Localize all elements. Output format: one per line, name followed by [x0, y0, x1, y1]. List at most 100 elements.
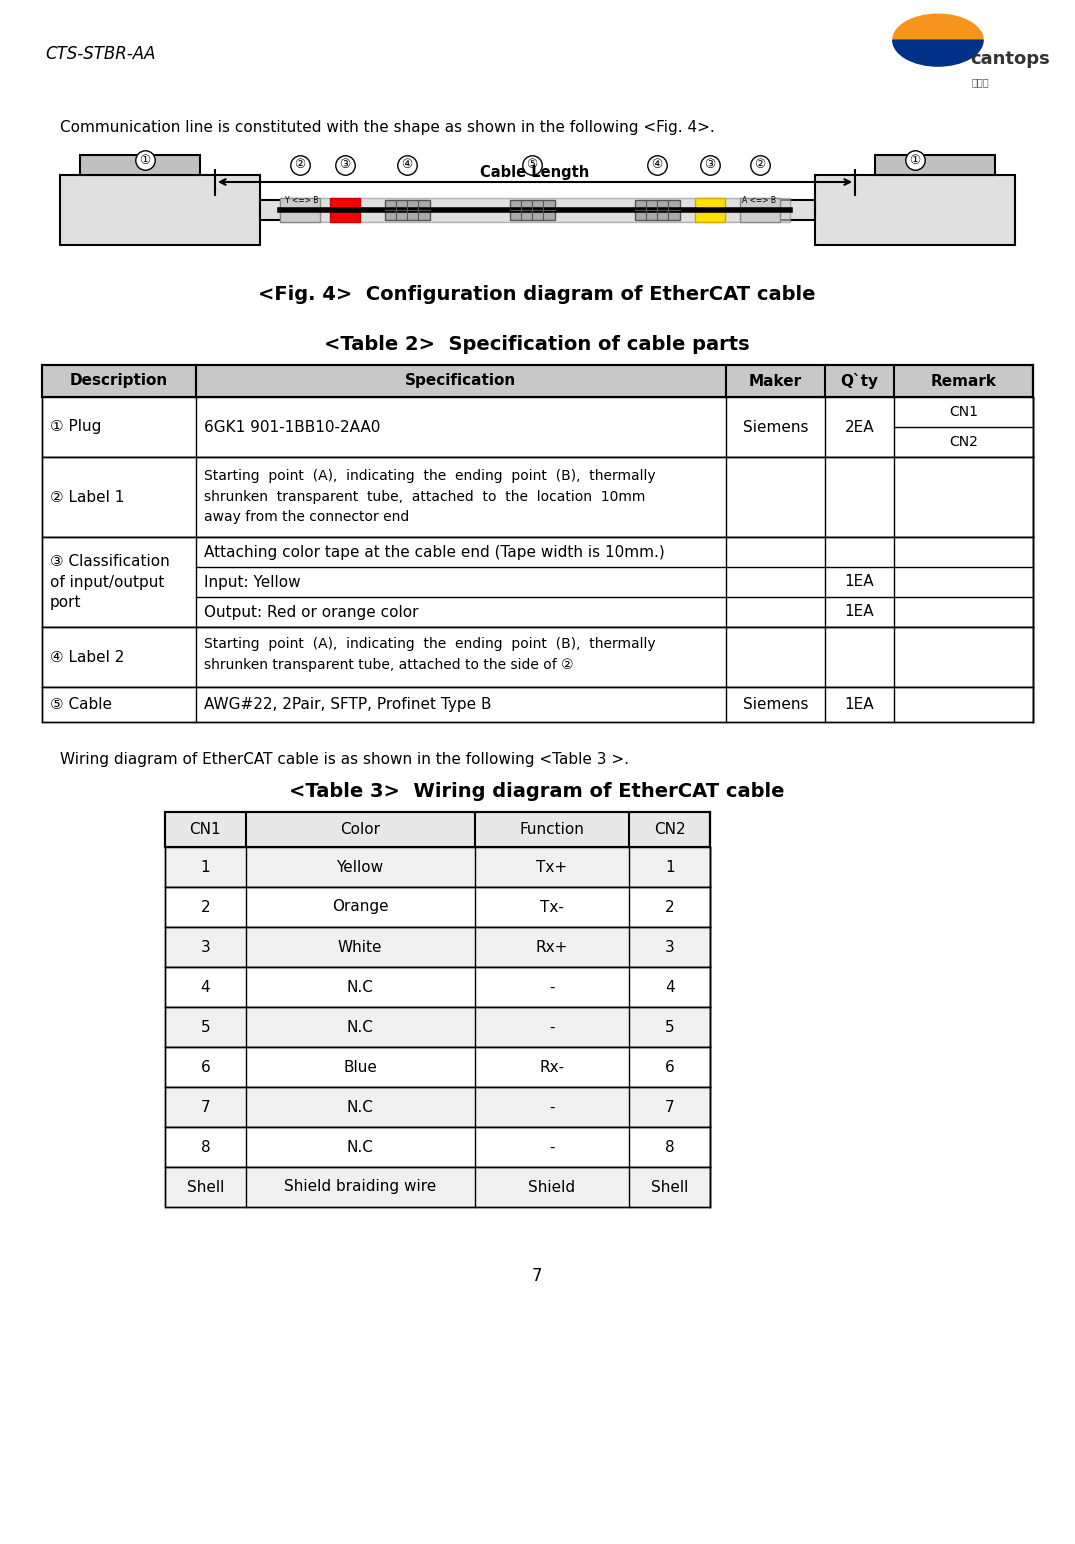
Wedge shape — [892, 14, 983, 40]
Text: 6: 6 — [664, 1059, 674, 1075]
Text: Rx+: Rx+ — [535, 939, 568, 954]
Text: Blue: Blue — [343, 1059, 377, 1075]
Bar — [815, 174, 1015, 245]
Text: Input: Yellow: Input: Yellow — [203, 574, 300, 590]
Text: ③: ③ — [340, 159, 350, 171]
Text: <Fig. 4>  Configuration diagram of EtherCAT cable: <Fig. 4> Configuration diagram of EtherC… — [258, 286, 816, 304]
Text: Maker: Maker — [749, 374, 802, 389]
Text: ⑤: ⑤ — [527, 159, 538, 171]
Text: <Table 2>  Specification of cable parts: <Table 2> Specification of cable parts — [325, 335, 750, 354]
Text: Output: Red or orange color: Output: Red or orange color — [203, 605, 418, 619]
Text: 1EA: 1EA — [845, 605, 874, 619]
Text: Y <=> B: Y <=> B — [285, 196, 318, 205]
Text: 7: 7 — [532, 1268, 542, 1285]
Bar — [42, 364, 1033, 397]
Text: AWG#22, 2Pair, SFTP, Profinet Type B: AWG#22, 2Pair, SFTP, Profinet Type B — [203, 696, 491, 712]
Text: Shield: Shield — [528, 1180, 575, 1195]
Bar — [635, 201, 680, 219]
Text: 3: 3 — [201, 939, 211, 954]
Text: Wiring diagram of EtherCAT cable is as shown in the following <Table 3 >.: Wiring diagram of EtherCAT cable is as s… — [60, 752, 629, 767]
Text: ①: ① — [140, 153, 150, 167]
Text: 1EA: 1EA — [845, 696, 874, 712]
Bar — [42, 687, 1033, 723]
Text: Function: Function — [519, 821, 585, 837]
Text: Shell: Shell — [187, 1180, 224, 1195]
Bar — [42, 397, 1033, 457]
Text: ④: ④ — [401, 159, 413, 171]
Text: 1EA: 1EA — [845, 574, 874, 590]
Text: Siemens: Siemens — [743, 420, 808, 434]
Text: 5: 5 — [201, 1019, 211, 1034]
Text: ④: ④ — [651, 159, 662, 171]
Text: -: - — [549, 1139, 555, 1155]
Text: Communication line is constituted with the shape as shown in the following <Fig.: Communication line is constituted with t… — [60, 120, 715, 134]
Text: <Table 3>  Wiring diagram of EtherCAT cable: <Table 3> Wiring diagram of EtherCAT cab… — [289, 781, 785, 801]
Text: ①: ① — [909, 153, 920, 167]
Text: 5: 5 — [664, 1019, 674, 1034]
Bar — [164, 926, 710, 967]
Text: Specification: Specification — [405, 374, 516, 389]
Text: 2: 2 — [201, 900, 211, 914]
Text: 1: 1 — [664, 860, 674, 874]
Text: ③ Classification
of input/output
port: ③ Classification of input/output port — [51, 553, 170, 610]
Bar — [164, 848, 710, 886]
Text: ② Label 1: ② Label 1 — [51, 489, 125, 505]
Bar — [164, 812, 710, 848]
Text: 2: 2 — [664, 900, 674, 914]
Text: Siemens: Siemens — [743, 696, 808, 712]
Text: 4: 4 — [664, 979, 674, 994]
Text: CN1: CN1 — [949, 405, 978, 418]
Bar — [42, 537, 1033, 627]
Text: 7: 7 — [664, 1099, 674, 1115]
Bar — [875, 154, 995, 174]
Text: cantops: cantops — [971, 49, 1050, 68]
Bar — [164, 967, 710, 1007]
Text: ②: ② — [755, 159, 765, 171]
Text: 3: 3 — [664, 939, 674, 954]
Text: N.C: N.C — [346, 1139, 373, 1155]
Bar — [696, 198, 725, 222]
Bar — [164, 1087, 710, 1127]
Bar — [164, 1007, 710, 1047]
Text: Attaching color tape at the cable end (Tape width is 10mm.): Attaching color tape at the cable end (T… — [203, 545, 664, 559]
Wedge shape — [892, 40, 983, 66]
Text: 1: 1 — [201, 860, 211, 874]
Text: N.C: N.C — [346, 1019, 373, 1034]
Bar — [164, 1167, 710, 1207]
Text: CN1: CN1 — [189, 821, 221, 837]
Text: Orange: Orange — [332, 900, 388, 914]
Text: CN2: CN2 — [654, 821, 686, 837]
Text: 4: 4 — [201, 979, 211, 994]
Text: ① Plug: ① Plug — [51, 420, 101, 434]
Text: White: White — [338, 939, 383, 954]
Bar — [42, 627, 1033, 687]
Bar — [510, 201, 555, 219]
Text: Color: Color — [340, 821, 381, 837]
Bar — [80, 154, 200, 174]
Bar — [280, 198, 320, 222]
Text: ③: ③ — [704, 159, 716, 171]
Bar — [164, 1047, 710, 1087]
Text: ②: ② — [295, 159, 305, 171]
Text: Shield braiding wire: Shield braiding wire — [284, 1180, 436, 1195]
Text: Yellow: Yellow — [336, 860, 384, 874]
Bar — [760, 201, 815, 219]
Text: Starting  point  (A),  indicating  the  ending  point  (B),  thermally
shrunken : Starting point (A), indicating the endin… — [203, 469, 656, 525]
Text: 6: 6 — [201, 1059, 211, 1075]
Text: Description: Description — [70, 374, 168, 389]
Text: 8: 8 — [664, 1139, 674, 1155]
Bar — [164, 1127, 710, 1167]
Bar — [330, 198, 360, 222]
Text: ⑤ Cable: ⑤ Cable — [51, 696, 112, 712]
Text: Cable Length: Cable Length — [481, 165, 589, 181]
Text: 7: 7 — [201, 1099, 211, 1115]
Text: A <=> B: A <=> B — [742, 196, 776, 205]
Text: Remark: Remark — [931, 374, 997, 389]
Text: 6GK1 901-1BB10-2AA0: 6GK1 901-1BB10-2AA0 — [203, 420, 379, 434]
Text: N.C: N.C — [346, 1099, 373, 1115]
Text: -: - — [549, 1019, 555, 1034]
Text: -: - — [549, 1099, 555, 1115]
Text: CN2: CN2 — [949, 435, 978, 449]
Text: CTS-STBR-AA: CTS-STBR-AA — [45, 45, 156, 63]
Text: Shell: Shell — [651, 1180, 688, 1195]
